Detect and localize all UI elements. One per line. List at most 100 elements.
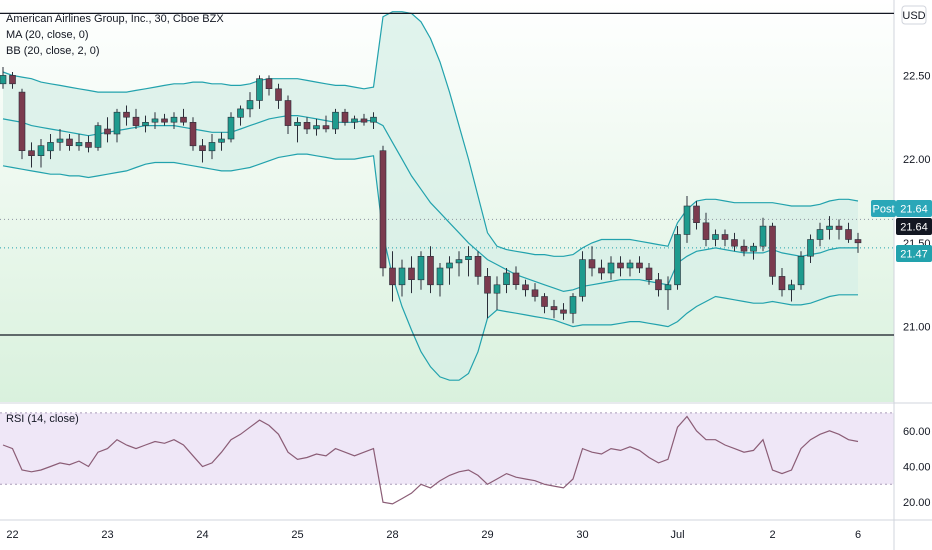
candle — [303, 117, 311, 134]
candle — [503, 268, 510, 294]
time-tick-label: 25 — [291, 529, 303, 541]
candle — [104, 117, 111, 143]
candle — [275, 83, 282, 109]
candle — [208, 134, 216, 160]
candle — [417, 251, 425, 290]
bb-legend[interactable]: BB (20, close, 2, 0) — [6, 45, 100, 57]
candle — [94, 122, 102, 151]
candle — [123, 105, 130, 126]
candle — [180, 108, 187, 126]
candle — [788, 279, 795, 302]
candle — [113, 108, 121, 143]
candle — [199, 139, 206, 163]
last-price-tag: 21.64 — [896, 218, 932, 235]
candle — [341, 108, 349, 126]
candle — [85, 135, 92, 153]
candle — [170, 112, 178, 129]
candle — [484, 268, 491, 319]
post-price-tag: Post 21.64 — [871, 200, 932, 217]
candle — [807, 234, 814, 263]
candle — [265, 75, 273, 96]
time-tick-label: 6 — [855, 529, 861, 541]
time-tick-label: 28 — [386, 529, 398, 541]
candle — [645, 262, 653, 285]
time-tick-label: 22 — [6, 529, 18, 541]
ma-price-tag: 21.47 — [896, 245, 932, 262]
candle — [731, 232, 738, 252]
svg-text:21.64: 21.64 — [900, 204, 928, 216]
candle — [446, 256, 453, 285]
candle — [598, 259, 605, 280]
candle — [322, 115, 330, 133]
svg-text:21.47: 21.47 — [900, 249, 928, 261]
candle — [66, 134, 73, 151]
candle — [465, 246, 472, 277]
candle — [379, 145, 387, 277]
time-tick-label: 2 — [769, 529, 775, 541]
symbol-title[interactable]: American Airlines Group, Inc., 30, Cboe … — [6, 13, 224, 25]
candle — [588, 246, 596, 277]
svg-text:21.64: 21.64 — [900, 222, 928, 234]
candle — [294, 117, 301, 143]
candle — [493, 276, 501, 310]
candle — [569, 293, 577, 324]
candle — [626, 259, 634, 277]
candle — [9, 72, 16, 89]
time-tick-label: 30 — [576, 529, 588, 541]
bb-lower-line — [2, 153, 858, 381]
candle — [75, 134, 83, 151]
candle — [0, 67, 7, 89]
currency-label: USD — [902, 10, 925, 22]
candle — [398, 259, 406, 297]
candle — [769, 222, 776, 285]
candle — [28, 142, 35, 168]
candle — [759, 217, 767, 252]
candle — [712, 229, 719, 247]
candle — [797, 251, 805, 290]
rsi-tick-label: 60.00 — [903, 426, 931, 438]
candle — [256, 75, 263, 109]
rsi-series — [2, 415, 859, 505]
candle — [246, 92, 254, 118]
candle — [674, 226, 681, 290]
candle — [560, 303, 567, 320]
rsi-band-fill — [0, 412, 894, 485]
candle — [721, 229, 729, 247]
candle — [351, 115, 358, 129]
candle — [427, 246, 434, 294]
ma-legend[interactable]: MA (20, close, 0) — [6, 29, 89, 41]
candle — [408, 256, 415, 294]
candle — [607, 256, 615, 280]
candle — [161, 113, 168, 126]
candle — [740, 239, 748, 257]
time-tick-label: 29 — [481, 529, 493, 541]
candle — [655, 273, 662, 297]
candle — [541, 293, 548, 314]
candle — [702, 212, 710, 247]
price-tick-label: 21.00 — [903, 322, 931, 334]
currency-badge[interactable] — [901, 5, 927, 25]
rsi-tick-label: 20.00 — [903, 497, 931, 509]
candlesticks — [0, 67, 862, 324]
bb-upper-line — [2, 11, 859, 257]
candle — [816, 222, 824, 247]
candle — [284, 95, 292, 134]
candle — [389, 251, 396, 302]
rsi-legend[interactable]: RSI (14, close) — [6, 413, 79, 425]
candle — [854, 232, 862, 253]
candle — [474, 251, 482, 285]
candle — [845, 222, 852, 243]
svg-text:Post: Post — [872, 204, 894, 216]
candle — [151, 112, 159, 129]
candle — [750, 242, 757, 260]
candle — [332, 108, 339, 134]
candle — [664, 276, 672, 310]
candle — [56, 128, 64, 151]
rsi-line — [2, 415, 859, 505]
rsi-tick-label: 40.00 — [903, 462, 931, 474]
time-tick-label: 23 — [101, 529, 113, 541]
time-axis-ticks: 22 23 24 25 28 29 30 Jul 2 6 — [6, 529, 861, 541]
candle — [142, 115, 149, 133]
price-tick-label: 22.00 — [903, 154, 931, 166]
candle — [132, 108, 140, 129]
